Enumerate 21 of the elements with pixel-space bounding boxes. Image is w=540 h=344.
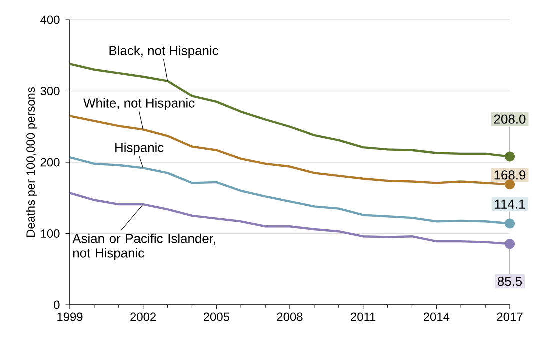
x-tick-label: 2017: [497, 312, 523, 322]
x-tick-label: 2011: [351, 312, 376, 322]
data-label: 168.9: [494, 170, 526, 180]
x-tick-label: 2005: [204, 312, 230, 322]
series-label: Black, not Hispanic: [110, 46, 218, 58]
data-label: 208.0: [494, 114, 526, 124]
x-tick-label: 2002: [130, 312, 156, 322]
y-tick-label: 100: [41, 230, 60, 238]
x-tick-label: 2014: [424, 312, 450, 322]
y-axis-title: Deaths per 100,000 persons: [26, 88, 38, 237]
x-tick-label: 2008: [277, 312, 303, 322]
y-tick-label: 200: [40, 158, 60, 167]
series-label: White, not Hispanic: [84, 98, 195, 110]
data-label: 114.1: [495, 200, 526, 209]
y-tick-label: 0: [54, 300, 60, 310]
y-tick-label: 300: [40, 87, 60, 96]
data-label: 85.5: [498, 276, 522, 286]
series-label: Asian or Pacific Islander, not Hispanic: [72, 234, 216, 260]
x-tick-label: 1999: [58, 312, 83, 322]
y-tick-label: 400: [40, 16, 60, 24]
series-label: Hispanic: [116, 142, 164, 155]
